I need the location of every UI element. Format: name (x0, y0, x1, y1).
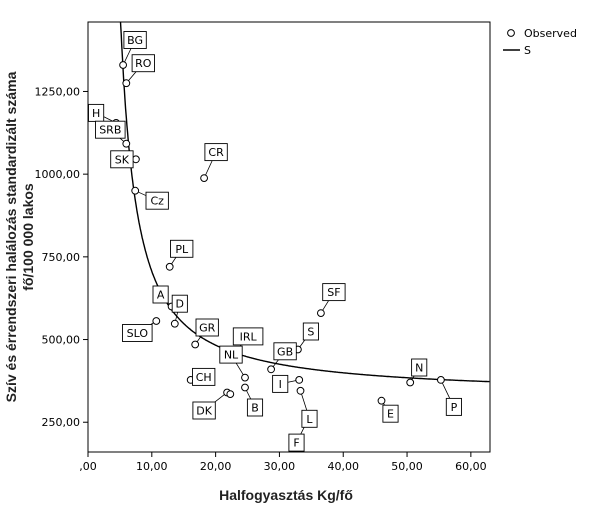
point-label-box (152, 285, 169, 304)
x-tick-label: 20,00 (200, 460, 232, 473)
data-point-gr (191, 340, 200, 349)
y-tick-label: 500,00 (42, 334, 81, 347)
data-point-bg (119, 61, 127, 69)
point-label-box (131, 54, 155, 73)
point-label-box (302, 322, 319, 341)
x-axis-ticks: ,00 10,00 20,00 30,00 40,00 50,00 60,00 (79, 452, 487, 473)
x-axis-title: Halfogyasztás Kg/fő (219, 487, 353, 503)
point-label-nl: NL (224, 349, 239, 362)
data-point-ro (122, 79, 131, 88)
data-point-cr (200, 174, 209, 183)
data-point-n (406, 378, 415, 387)
data-point-e (377, 396, 386, 405)
point-label-box (145, 191, 169, 210)
point-label-bg: BG (127, 34, 143, 47)
data-point-srb (122, 139, 131, 148)
x-tick-label: 60,00 (455, 460, 487, 473)
y-axis-title-line-1: Szív és érrendszeri halálozás standardiz… (3, 71, 19, 402)
data-point-sf (317, 309, 325, 318)
point-label-sk: SK (115, 153, 130, 166)
point-label-box (272, 374, 289, 393)
x-tick-label: ,00 (79, 460, 97, 473)
y-axis-ticks: 250,00 500,00 750,00 1000,00 1250,00 (35, 85, 88, 429)
point-label-gr: GR (199, 322, 216, 335)
data-point-nl (241, 373, 249, 382)
point-label-e: E (387, 408, 394, 421)
data-point-pl (165, 262, 174, 271)
point-label-dk: DK (196, 405, 212, 418)
point-label-ro: RO (135, 57, 152, 70)
y-tick-label: 250,00 (42, 416, 81, 429)
point-label-p: P (451, 401, 458, 414)
point-label-box (301, 409, 318, 428)
data-point-slo (152, 317, 161, 325)
point-label-box (411, 358, 428, 377)
point-labels: BG RO H SRB SK Cz CR PL A SLO D GR IRL SF S CH GB NL DK B I L… (88, 31, 462, 452)
point-label-i: I (279, 378, 282, 391)
point-label-b: B (251, 402, 259, 415)
point-label-box (171, 294, 188, 313)
point-label-box (382, 404, 399, 423)
point-label-f: F (293, 437, 299, 450)
data-point-p (437, 376, 445, 384)
data-point-gb (267, 365, 276, 374)
y-axis-title-line-2: fő/100 000 lakos (20, 183, 36, 291)
point-label-s: S (307, 326, 314, 339)
data-point-d (170, 319, 179, 328)
point-label-n: N (415, 362, 423, 375)
legend-fit-label: S (524, 44, 531, 57)
data-point-b (241, 383, 249, 392)
point-label-sf: SF (327, 286, 340, 299)
x-tick-label: 10,00 (136, 460, 168, 473)
point-label-h: H (92, 107, 100, 120)
y-tick-label: 1250,00 (35, 85, 81, 98)
observed-points (112, 61, 445, 425)
fit-curve-layer (119, 21, 490, 383)
point-label-ch: CH (196, 371, 212, 384)
data-point-cz (131, 186, 140, 195)
point-label-box (122, 324, 153, 342)
point-label-d: D (176, 298, 184, 311)
point-label-box (445, 397, 462, 416)
legend: Observed S (503, 27, 577, 57)
data-point-dk2 (226, 390, 235, 399)
point-label-box (123, 31, 147, 49)
point-label-cr: CR (208, 146, 224, 159)
point-label-box (246, 398, 264, 417)
point-label-box (192, 401, 216, 420)
data-point-i (295, 376, 304, 384)
point-label-box (195, 318, 219, 337)
point-label-srb: SRB (99, 124, 121, 137)
point-label-gb: GB (277, 345, 293, 358)
point-label-slo: SLO (127, 327, 149, 340)
point-label-box (204, 143, 228, 162)
point-label-irl: IRL (240, 330, 258, 343)
point-label-box (219, 345, 243, 364)
point-label-box (170, 239, 194, 258)
point-label-box (288, 433, 305, 452)
x-tick-label: 30,00 (264, 460, 296, 473)
x-tick-label: 50,00 (391, 460, 423, 473)
point-label-a: A (157, 289, 165, 302)
point-label-pl: PL (175, 243, 189, 256)
point-label-box (273, 342, 297, 361)
point-label-box (192, 367, 216, 386)
data-point-l (296, 386, 305, 395)
x-tick-label: 40,00 (327, 460, 359, 473)
point-label-box (95, 120, 126, 139)
point-label-box (110, 150, 134, 169)
point-label-box (232, 327, 264, 346)
point-label-box (322, 283, 346, 302)
point-label-cz: Cz (150, 195, 164, 208)
y-tick-label: 750,00 (42, 251, 81, 264)
plot-area (87, 21, 491, 453)
legend-observed-marker (507, 29, 515, 37)
legend-observed-label: Observed (524, 27, 577, 40)
point-label-l: L (306, 413, 313, 426)
y-tick-label: 1000,00 (35, 168, 81, 181)
fit-curve-s (119, 21, 490, 383)
